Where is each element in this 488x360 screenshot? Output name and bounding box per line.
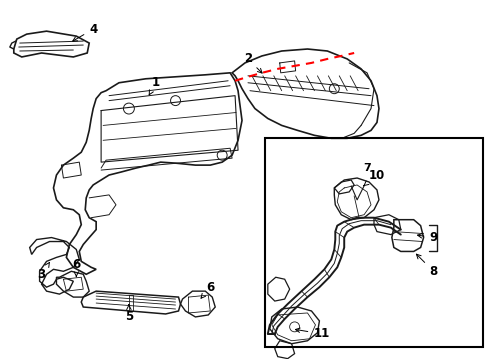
Text: 6: 6 (72, 258, 80, 276)
Text: 1: 1 (149, 76, 160, 95)
Text: 5: 5 (124, 305, 133, 323)
Text: 4: 4 (73, 23, 97, 41)
Text: 7: 7 (363, 163, 370, 173)
Text: 8: 8 (416, 254, 437, 278)
Text: 2: 2 (244, 53, 262, 73)
Text: 3: 3 (38, 262, 49, 281)
Text: 11: 11 (295, 327, 329, 340)
Text: 10: 10 (363, 168, 385, 186)
Text: 9: 9 (417, 231, 437, 244)
Bar (264, 138, 482, 347)
Text: 6: 6 (201, 281, 214, 298)
